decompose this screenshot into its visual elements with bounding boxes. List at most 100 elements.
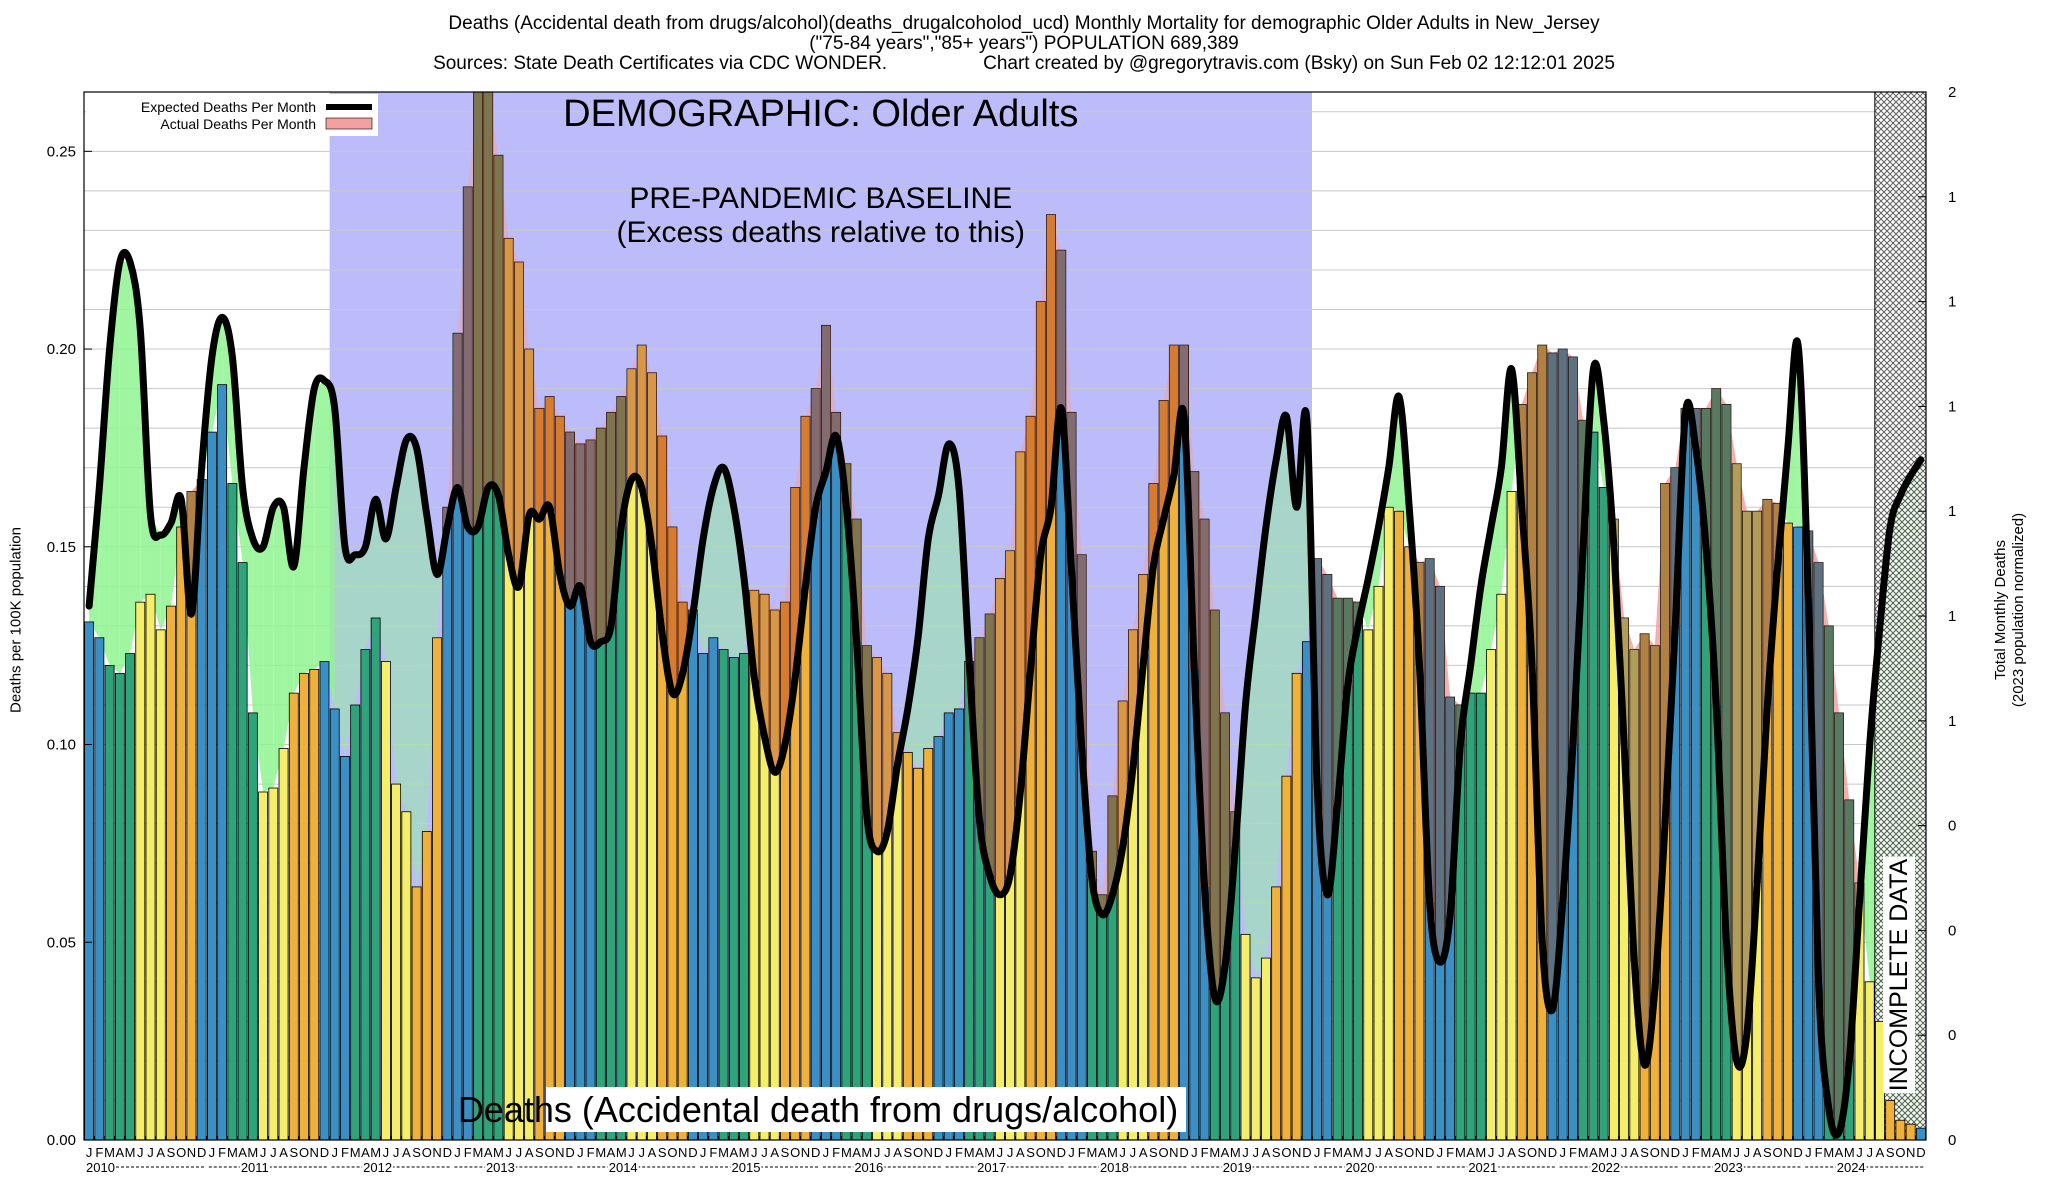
bar [135, 601, 146, 1140]
x-month-label: A [1343, 1145, 1352, 1160]
x-month-label: N [187, 1145, 196, 1160]
year-label-bg [853, 1160, 885, 1175]
deficit-fill [928, 495, 939, 749]
year-label-bg [1835, 1160, 1867, 1175]
year-label-bg [1344, 1160, 1376, 1175]
x-month-label: J [628, 1145, 635, 1160]
bar [1905, 1123, 1916, 1141]
deficit-fill [948, 443, 959, 713]
excess-overlay [1844, 799, 1854, 1061]
x-month-label: D [1057, 1145, 1066, 1160]
x-month-label: S [1272, 1145, 1281, 1160]
deficit-fill [723, 467, 734, 658]
bar [1864, 981, 1875, 1140]
bar [94, 637, 105, 1140]
bar [411, 886, 422, 1140]
x-month-label: F [341, 1145, 349, 1160]
bar [831, 411, 842, 1140]
excess-overlay [1097, 894, 1107, 915]
x-month-label: F [1692, 1145, 1700, 1160]
x-month-label: J [1744, 1145, 1751, 1160]
bar [718, 649, 729, 1140]
excess-overlay [1527, 372, 1537, 666]
x-month-label: O [1895, 1145, 1905, 1160]
bar [1895, 1119, 1906, 1141]
excess-overlay [1067, 412, 1077, 571]
x-month-label: J [577, 1145, 584, 1160]
excess-overlay [770, 610, 780, 773]
year-label-bg [1098, 1160, 1130, 1175]
x-month-label: J [1611, 1145, 1618, 1160]
excess-overlay [1210, 610, 1220, 998]
excess-overlay [985, 614, 995, 876]
deficit-fill [938, 443, 949, 737]
x-month-label: F [95, 1145, 103, 1160]
x-month-label: J [270, 1145, 277, 1160]
bar [1383, 506, 1394, 1140]
excess-overlay [1118, 701, 1128, 848]
y-tick-label: 0.25 [47, 143, 76, 160]
year-label-bg [362, 1160, 394, 1175]
excess-overlay [1640, 633, 1650, 1065]
excess-overlay [800, 416, 810, 587]
deficit-fill [170, 499, 182, 607]
deficit-fill [344, 546, 356, 757]
x-month-label: N [1169, 1145, 1178, 1160]
x-month-label: O [299, 1145, 309, 1160]
bar [1496, 593, 1507, 1140]
y2-tick-label: 0 [1948, 1132, 1956, 1149]
x-month-label: J [700, 1145, 707, 1160]
bar [268, 787, 279, 1140]
x-month-label: O [1281, 1145, 1291, 1160]
excess-overlay [473, 92, 483, 528]
x-month-label: F [1569, 1145, 1577, 1160]
bar [114, 672, 125, 1140]
x-month-label: M [1209, 1145, 1220, 1160]
excess-overlay [1128, 629, 1138, 769]
deficit-fill [314, 380, 325, 670]
chart-title-line3: Sources: State Death Certificates via CD… [0, 54, 2048, 74]
x-month-label: O [1159, 1145, 1169, 1160]
x-month-label: A [1835, 1145, 1844, 1160]
deficit-fill [1255, 527, 1266, 978]
excess-overlay [1107, 795, 1117, 895]
bar [1588, 431, 1599, 1140]
x-month-label: N [1292, 1145, 1301, 1160]
x-month-label: M [1107, 1145, 1118, 1160]
bar [728, 657, 739, 1140]
x-month-label: A [975, 1145, 984, 1160]
excess-overlay [974, 637, 984, 820]
x-month-label: A [1589, 1145, 1598, 1160]
bar [360, 649, 371, 1140]
excess-overlay [1752, 511, 1762, 883]
y-tick-label: 0.10 [47, 737, 76, 754]
bar [1885, 1100, 1896, 1141]
excess-overlay [453, 333, 463, 488]
y2-tick-label: 1 [1948, 608, 1956, 625]
excess-overlay [1036, 301, 1046, 555]
bar [288, 692, 299, 1140]
deficit-fill [242, 487, 253, 713]
excess-overlay [1834, 712, 1844, 1133]
excess-overlay [504, 238, 514, 555]
x-month-label: O [1404, 1145, 1414, 1160]
y2-tick-label: 2 [1948, 84, 1956, 101]
x-month-label: J [1130, 1145, 1137, 1160]
x-month-label: O [913, 1145, 923, 1160]
deficit-fill [385, 487, 397, 785]
excess-overlay [1629, 649, 1639, 963]
y2-tick-label: 0 [1948, 818, 1956, 835]
deficit-fill [130, 262, 141, 654]
x-month-label: S [289, 1145, 298, 1160]
incomplete-label-bg [1883, 856, 1916, 1094]
bar [309, 668, 320, 1140]
x-month-label: J [1365, 1145, 1372, 1160]
excess-overlay [1005, 550, 1015, 876]
y2-tick-label: 1 [1948, 294, 1956, 311]
bar [237, 562, 248, 1140]
x-month-label: M [1578, 1145, 1589, 1160]
x-month-label: M [841, 1145, 852, 1160]
x-month-label: J [454, 1145, 461, 1160]
bar [1782, 522, 1793, 1140]
x-month-label: O [667, 1145, 677, 1160]
